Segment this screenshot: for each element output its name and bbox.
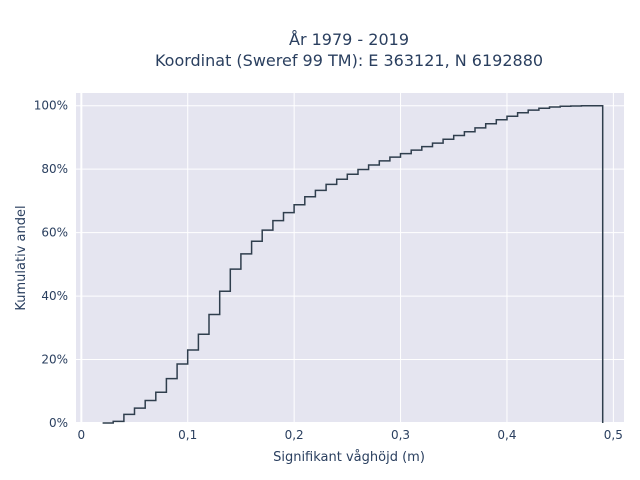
x-axis-title: Signifikant våghöjd (m) bbox=[273, 450, 425, 465]
x-tick-label: 0,3 bbox=[391, 428, 410, 442]
y-axis-title: Kumulativ andel bbox=[14, 205, 29, 310]
plot-area bbox=[76, 93, 624, 423]
x-tick-label: 0 bbox=[78, 428, 86, 442]
x-tick-label: 0,2 bbox=[285, 428, 304, 442]
chart-title-line2: Koordinat (Sweref 99 TM): E 363121, N 61… bbox=[155, 51, 543, 70]
y-tick-label: 20% bbox=[41, 353, 68, 367]
y-tick-label: 100% bbox=[34, 99, 68, 113]
x-tick-labels: 0 0,1 0,2 0,3 0,4 0,5 bbox=[78, 428, 623, 442]
grid-lines bbox=[76, 93, 624, 424]
y-tick-labels: 0% 20% 40% 60% 80% 100% bbox=[34, 99, 68, 430]
chart-title-line1: År 1979 - 2019 bbox=[289, 30, 409, 49]
x-tick-label: 0,5 bbox=[604, 428, 623, 442]
x-tick-label: 0,4 bbox=[497, 428, 516, 442]
cdf-step-line bbox=[102, 104, 604, 424]
y-tick-label: 80% bbox=[41, 162, 68, 176]
y-tick-label: 40% bbox=[41, 289, 68, 303]
y-tick-label: 60% bbox=[41, 226, 68, 240]
y-tick-label: 0% bbox=[49, 416, 68, 430]
x-tick-label: 0,1 bbox=[178, 428, 197, 442]
